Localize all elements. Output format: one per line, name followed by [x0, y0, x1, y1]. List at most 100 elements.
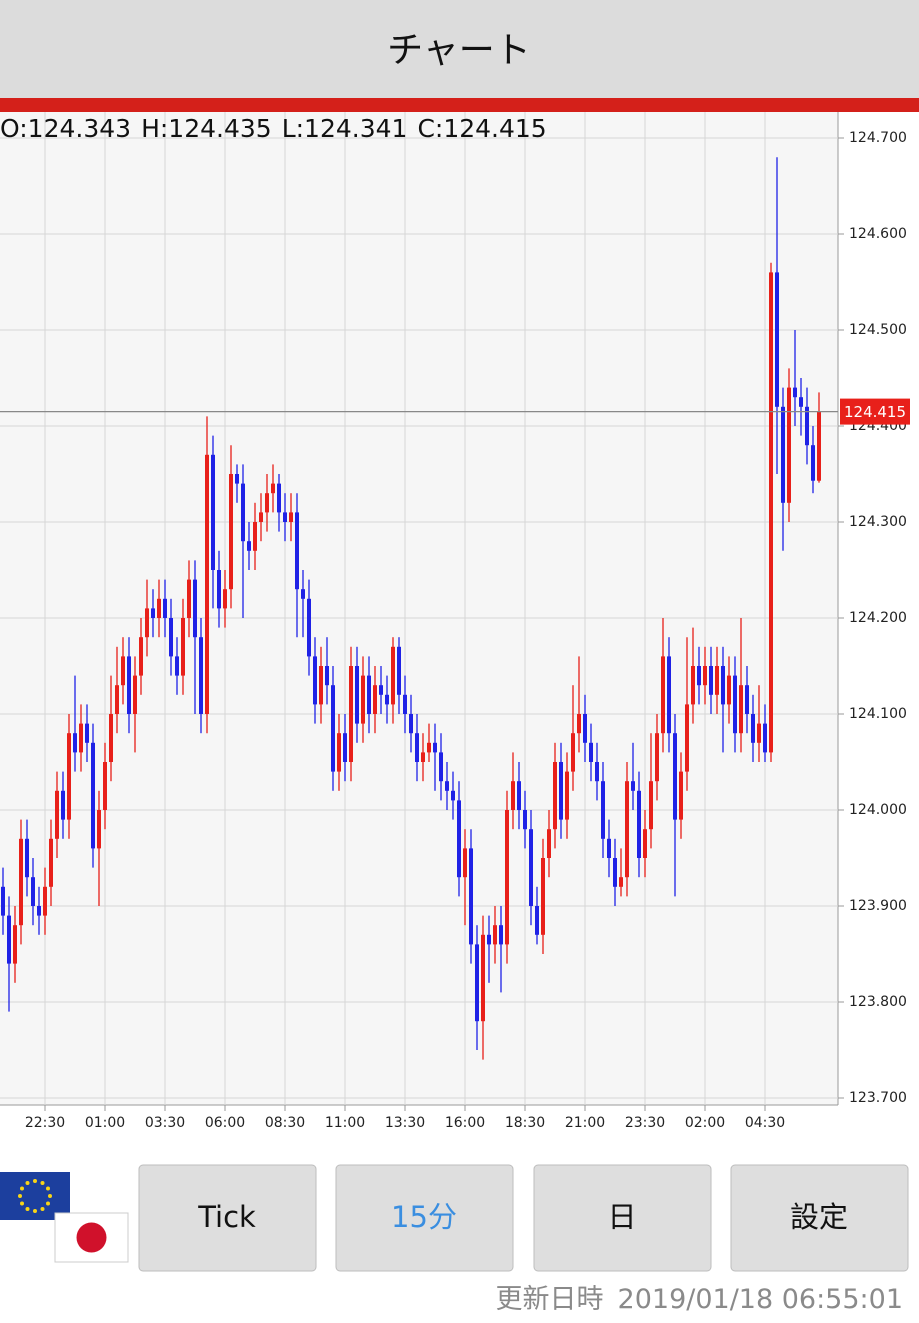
x-tick-label: 21:00 — [565, 1115, 605, 1131]
candle-body — [439, 752, 443, 782]
candle-body — [799, 397, 803, 407]
plot-area — [0, 112, 838, 1105]
candle-body — [697, 666, 701, 686]
candle-body — [247, 541, 251, 551]
star — [33, 1179, 37, 1183]
candle-body — [571, 733, 575, 772]
ohlc-value: 124.343 — [28, 114, 131, 143]
button-bg — [533, 1164, 712, 1272]
candle-body — [79, 723, 83, 753]
candle-body — [505, 810, 509, 945]
candle-body — [343, 733, 347, 762]
candle-body — [631, 781, 635, 791]
updated-timestamp: 2019/01/18 06:55:01 — [618, 1284, 903, 1315]
candle-body — [241, 483, 245, 542]
candle-body — [307, 598, 311, 657]
candle-body — [751, 714, 755, 743]
candle-body — [721, 666, 725, 705]
candle-body — [331, 685, 335, 772]
candle-body — [103, 762, 107, 810]
star — [25, 1181, 30, 1186]
candle-body — [373, 685, 377, 714]
x-tick-label: 13:30 — [385, 1115, 425, 1131]
ohlc-value: 124.415 — [443, 114, 546, 143]
candle-body — [817, 411, 821, 481]
candle-body — [769, 272, 773, 753]
star — [20, 1186, 25, 1191]
star — [45, 1186, 50, 1191]
candle-body — [583, 714, 587, 743]
candle-body — [217, 570, 221, 609]
candle-body — [655, 733, 659, 782]
button-label: 15分 — [391, 1200, 457, 1234]
candle-body — [691, 666, 695, 705]
x-tick-label: 08:30 — [265, 1115, 305, 1131]
header-bar — [0, 0, 919, 98]
candle-body — [433, 742, 437, 753]
candle-body — [223, 589, 227, 609]
candle-body — [451, 790, 455, 801]
ohlc-key: H: — [141, 114, 168, 143]
candle-body — [55, 790, 59, 839]
candle-body — [73, 733, 77, 753]
candle-body — [535, 906, 539, 935]
candle-body — [391, 646, 395, 705]
button[interactable]: 15分 — [335, 1164, 514, 1272]
ohlc-value: 124.435 — [168, 114, 271, 143]
ohlc-value: 124.341 — [304, 114, 407, 143]
candle-body — [379, 685, 383, 695]
candle-body — [175, 656, 179, 676]
candle-body — [295, 512, 299, 590]
candle-body — [469, 848, 473, 945]
button-bg — [138, 1164, 317, 1272]
candle-body — [607, 838, 611, 858]
candle-body — [361, 675, 365, 724]
candle-body — [643, 829, 647, 858]
candle-body — [427, 742, 431, 753]
star — [33, 1209, 37, 1213]
x-tick-label: 16:00 — [445, 1115, 485, 1131]
candle-body — [667, 656, 671, 734]
candle-body — [205, 454, 209, 714]
button[interactable]: 日 — [533, 1164, 712, 1272]
star — [20, 1201, 25, 1206]
candle-body — [367, 675, 371, 714]
candle-body — [49, 838, 53, 887]
candle-body — [115, 685, 119, 714]
x-tick-label: 06:00 — [205, 1115, 245, 1131]
candle-body — [199, 637, 203, 714]
candle-body — [187, 579, 191, 618]
candle-body — [211, 454, 215, 570]
candle-body — [487, 934, 491, 945]
candle-body — [637, 790, 641, 858]
candle-body — [109, 714, 113, 762]
candle-body — [679, 771, 683, 820]
candle-body — [289, 512, 293, 522]
button[interactable]: 設定 — [730, 1164, 909, 1272]
y-tick-label: 123.900 — [849, 898, 907, 914]
candle-body — [319, 666, 323, 705]
ohlc-key: C: — [417, 114, 443, 143]
candle-body — [61, 790, 65, 820]
candle-body — [283, 512, 287, 522]
candle-body — [805, 406, 809, 446]
candle-body — [625, 781, 629, 878]
x-tick-label: 04:30 — [745, 1115, 785, 1131]
candle-body — [229, 474, 233, 590]
candle-body — [337, 733, 341, 772]
button[interactable]: Tick — [138, 1164, 317, 1272]
candle-body — [1, 886, 5, 916]
candle-body — [787, 387, 791, 503]
candle-body — [271, 483, 275, 494]
candle-body — [589, 742, 593, 762]
star — [40, 1206, 45, 1211]
candle-body — [19, 838, 23, 926]
candle-body — [445, 781, 449, 791]
candle-body — [139, 637, 143, 676]
candle-body — [739, 685, 743, 734]
button-bg — [730, 1164, 909, 1272]
candle-body — [757, 723, 761, 743]
last-price-tag — [840, 398, 910, 425]
ohlc-readout: O:124.343 H:124.435 L:124.341 C:124.415 — [0, 114, 547, 143]
header-title: チャート — [387, 30, 531, 71]
